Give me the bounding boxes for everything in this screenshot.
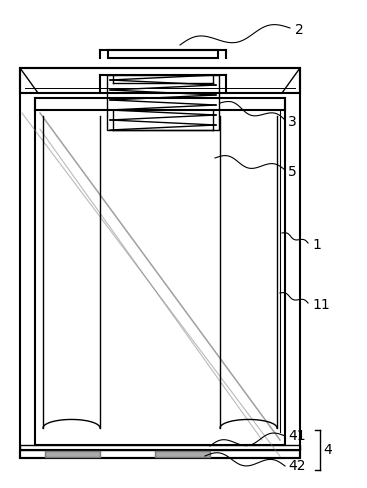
Text: 1: 1 bbox=[312, 238, 321, 252]
Text: 11: 11 bbox=[312, 298, 330, 312]
Text: 41: 41 bbox=[288, 429, 306, 443]
Text: 4: 4 bbox=[323, 443, 332, 457]
Bar bbox=[155, 451, 210, 457]
Bar bbox=[20, 68, 300, 93]
Bar bbox=[20, 68, 300, 458]
Text: 5: 5 bbox=[288, 165, 297, 179]
Bar bbox=[107, 75, 219, 130]
Text: 3: 3 bbox=[288, 115, 297, 129]
Text: 42: 42 bbox=[288, 459, 305, 473]
Bar bbox=[20, 450, 300, 458]
Text: 2: 2 bbox=[295, 23, 304, 37]
Bar bbox=[35, 98, 285, 445]
Bar bbox=[108, 50, 218, 58]
Bar bbox=[45, 451, 100, 457]
Bar bbox=[20, 445, 300, 450]
